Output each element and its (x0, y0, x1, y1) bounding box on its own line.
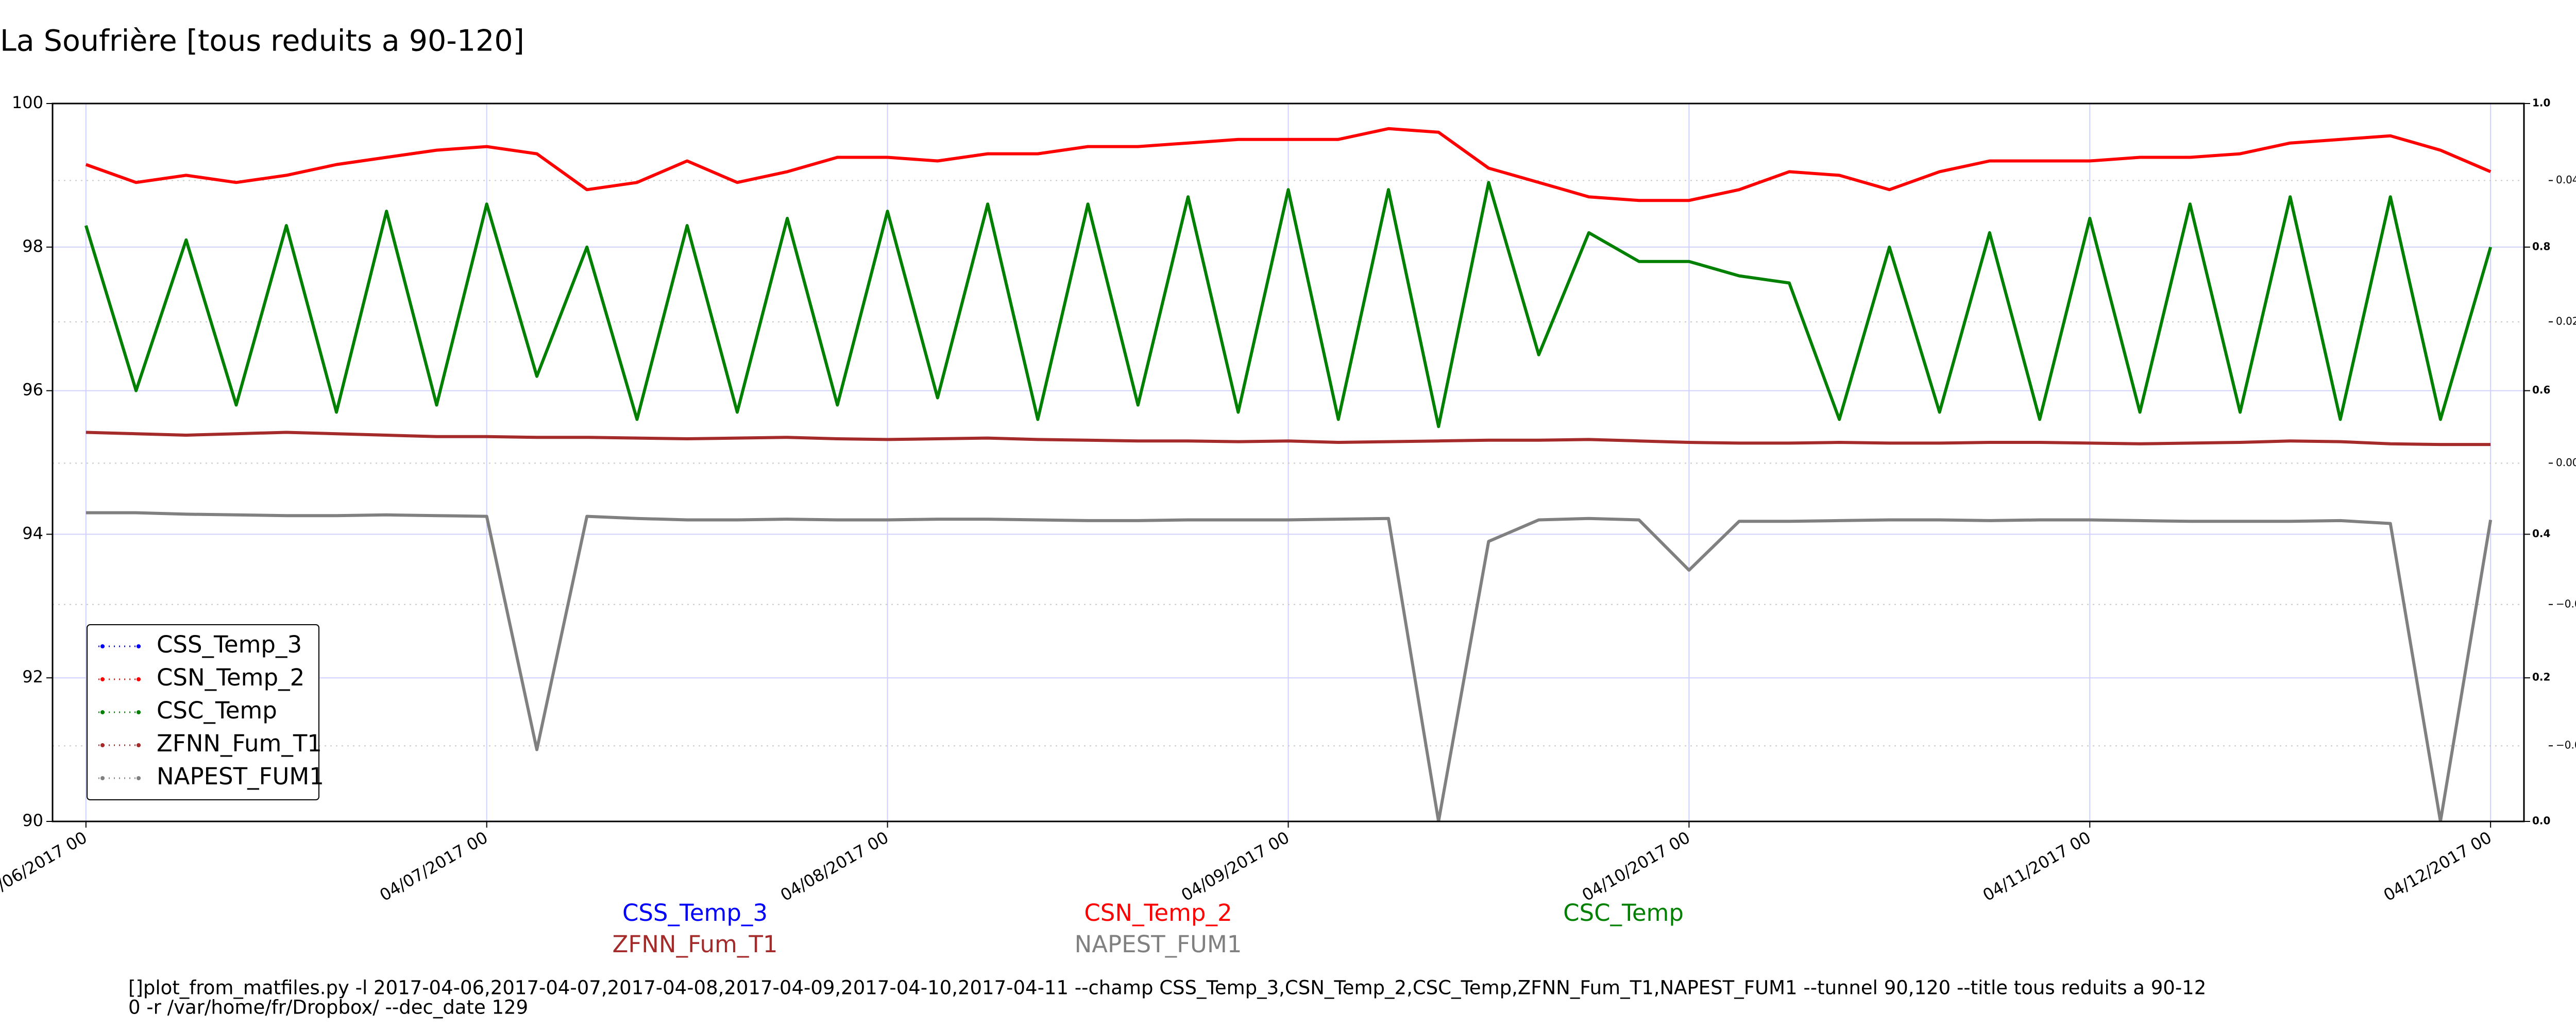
series-line (86, 431, 2491, 447)
series-name-label: ZFNN_Fum_T1 (613, 931, 778, 958)
y2-tick-label: 0.4 (2532, 527, 2550, 540)
x-tick-label: 04/11/2017 00 (1979, 828, 2094, 905)
y-tick-label: 90 (22, 811, 43, 830)
legend-marker (137, 776, 141, 780)
x-tick-label: 04/09/2017 00 (1178, 828, 1293, 905)
y3-tick-label: 0.04 (2556, 174, 2576, 186)
legend-marker (100, 710, 105, 714)
x-tick-label: 04/06/2017 00 (0, 828, 90, 905)
legend-marker (137, 743, 141, 747)
y2-tick-label: 0.8 (2532, 240, 2550, 252)
series-name-label: CSN_Temp_2 (1084, 899, 1232, 926)
legend-label: CSS_Temp_3 (157, 631, 302, 658)
legend-marker (100, 644, 105, 648)
legend-box (87, 624, 319, 800)
series-name-label: NAPEST_FUM1 (1075, 931, 1242, 958)
series-line (85, 127, 2492, 202)
y-tick-label: 94 (22, 523, 43, 543)
x-tick-label: 04/08/2017 00 (777, 828, 892, 905)
x-tick-label: 04/12/2017 00 (2380, 828, 2495, 905)
legend-label: CSN_Temp_2 (157, 664, 304, 691)
series-name-label: CSC_Temp (1563, 899, 1684, 926)
y3-tick-label: 0.00 (2556, 456, 2576, 469)
legend-marker (100, 677, 105, 681)
y-tick-label: 96 (22, 380, 43, 400)
series-line (86, 511, 2493, 821)
legend-label: ZFNN_Fum_T1 (157, 730, 322, 757)
legend-label: CSC_Temp (157, 697, 277, 724)
y2-tick-label: 0.2 (2532, 671, 2550, 683)
x-tick-label: 04/07/2017 00 (376, 828, 491, 905)
chart-title: La Soufrière [tous reduits a 90-120] (0, 24, 524, 58)
series-name-label: CSS_Temp_3 (622, 899, 768, 926)
x-tick-label: 04/10/2017 00 (1579, 828, 1693, 905)
legend-marker (137, 644, 141, 648)
legend-marker (137, 677, 141, 681)
y2-tick-label: 1.0 (2532, 97, 2550, 109)
legend-marker (100, 776, 105, 780)
series-line (84, 181, 2493, 428)
footer-line: 0 -r /var/home/fr/Dropbox/ --dec_date 12… (128, 997, 528, 1019)
y3-tick-label: 0.02 (2556, 315, 2576, 327)
y3-tick-label: −0.02 (2556, 597, 2576, 610)
y-tick-label: 100 (12, 93, 43, 112)
y-tick-label: 98 (22, 236, 43, 256)
y2-tick-label: 0.0 (2532, 815, 2550, 827)
legend-label: NAPEST_FUM1 (157, 763, 324, 790)
legend-marker (100, 743, 105, 747)
y2-tick-label: 0.6 (2532, 384, 2550, 396)
y3-tick-label: −0.04 (2556, 739, 2576, 751)
y-tick-label: 92 (22, 667, 43, 686)
legend-marker (137, 710, 141, 714)
footer-line: []plot_from_matfiles.py -l 2017-04-06,20… (128, 977, 2206, 999)
